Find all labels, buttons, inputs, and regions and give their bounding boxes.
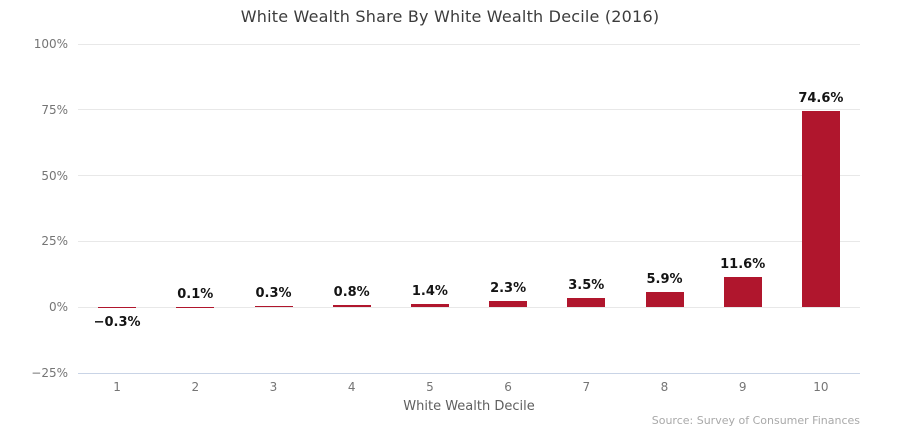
x-tick-label: 4: [347, 380, 356, 394]
x-tick-label: 1: [113, 380, 121, 394]
gridline: [78, 240, 860, 242]
y-tick-label: −25%: [31, 366, 68, 380]
bar-value-label: −0.3%: [93, 314, 141, 330]
y-tick-label: 100%: [33, 37, 68, 51]
bar-value-label: 0.8%: [333, 285, 370, 301]
chart-title: White Wealth Share By White Wealth Decil…: [240, 7, 660, 26]
zero-gridline: [78, 306, 860, 308]
bar-decile-7: [567, 297, 606, 308]
bar-decile-9: [723, 276, 762, 308]
bar-decile-8: [645, 291, 684, 308]
bar-decile-1: [98, 307, 137, 308]
bar-value-label: 11.6%: [720, 256, 766, 272]
y-tick-label: 25%: [41, 234, 68, 249]
gridline: [78, 175, 860, 177]
y-tick-label: 0%: [48, 300, 68, 315]
bar-decile-5: [410, 303, 449, 308]
x-axis-line: [78, 372, 860, 374]
x-tick-label: 9: [738, 380, 747, 394]
bar-value-label: 0.3%: [255, 286, 292, 302]
bar-decile-4: [332, 305, 371, 308]
x-tick-label: 10: [813, 380, 829, 394]
bar-decile-3: [254, 306, 293, 308]
x-tick-label: 3: [269, 380, 278, 394]
bar-value-label: 2.3%: [490, 281, 527, 297]
bar-value-label: 5.9%: [646, 271, 683, 287]
bar-value-label: 3.5%: [568, 277, 605, 293]
y-tick-label: 75%: [41, 102, 68, 117]
bar-value-label: 74.6%: [798, 90, 844, 106]
bar-value-label: 0.1%: [177, 286, 214, 302]
gridline: [78, 43, 860, 45]
y-tick-label: 50%: [41, 168, 68, 183]
bar-value-label: 1.4%: [411, 283, 448, 299]
x-tick-label: 5: [426, 380, 434, 394]
x-tick-label: 7: [582, 380, 591, 394]
x-tick-label: 6: [504, 380, 512, 394]
x-axis-title: White Wealth Decile: [403, 399, 535, 414]
bar-decile-6: [489, 301, 528, 308]
gridline: [78, 109, 860, 111]
source-note: Source: Survey of Consumer Finances: [651, 414, 860, 427]
x-tick-label: 2: [191, 380, 200, 394]
x-tick-label: 8: [660, 380, 669, 394]
bar-decile-10: [801, 110, 840, 308]
